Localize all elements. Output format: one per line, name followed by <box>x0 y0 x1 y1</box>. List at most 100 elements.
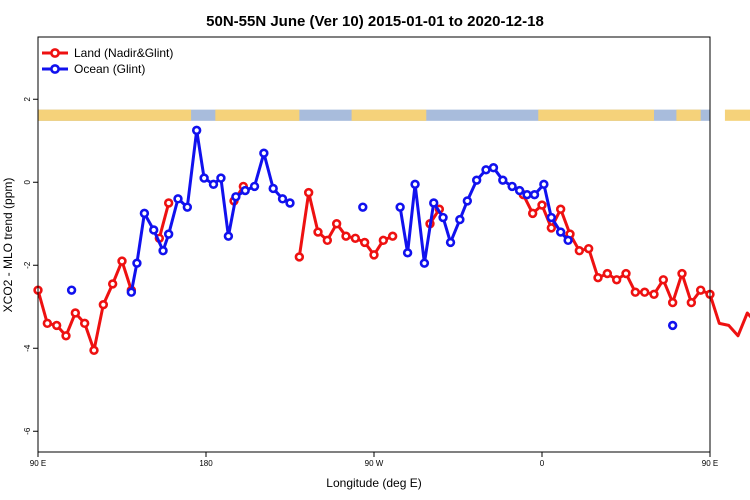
data-point <box>507 181 517 192</box>
data-point <box>126 287 137 297</box>
data-point <box>488 163 499 173</box>
series-land <box>33 181 750 356</box>
data-point <box>173 194 183 204</box>
x-tick-label: 180 <box>199 459 213 468</box>
data-point <box>42 318 53 329</box>
data-point <box>231 192 241 202</box>
data-point <box>445 237 456 248</box>
land-ocean-band <box>38 109 750 121</box>
data-point <box>331 219 342 229</box>
data-point <box>387 231 398 241</box>
data-point <box>514 185 525 196</box>
legend: Land (Nadir&Glint) Ocean (Glint) <box>42 46 173 76</box>
data-point <box>429 198 439 208</box>
x-tick-label: 0 <box>540 459 545 468</box>
legend-label: Ocean (Glint) <box>74 62 145 76</box>
data-point <box>546 223 557 233</box>
data-point <box>686 297 697 308</box>
data-point <box>546 212 557 223</box>
data-point <box>667 320 678 331</box>
data-point <box>158 246 168 256</box>
data-point <box>51 320 62 331</box>
data-point <box>313 227 323 237</box>
series-line <box>36 259 133 352</box>
data-point <box>438 212 448 223</box>
data-point <box>574 246 585 256</box>
data-point <box>163 198 174 208</box>
x-axis-label: Longitude (deg E) <box>326 476 421 490</box>
data-point <box>611 275 622 285</box>
legend-marker <box>50 64 60 74</box>
data-point <box>132 258 142 268</box>
data-point <box>369 250 379 260</box>
x-tick-label: 90 E <box>702 459 718 468</box>
data-point <box>695 285 706 295</box>
data-point <box>378 235 389 246</box>
data-point <box>358 202 368 212</box>
data-point <box>555 227 566 237</box>
y-tick-label: 0 <box>23 179 32 184</box>
land-band-segment <box>538 109 654 121</box>
series-line <box>157 202 171 239</box>
data-point <box>462 196 473 206</box>
x-tick-label: 90 E <box>30 459 46 468</box>
data-point <box>593 273 603 283</box>
data-point <box>322 235 333 246</box>
data-point <box>163 229 174 239</box>
data-point <box>216 173 226 183</box>
data-point <box>191 125 202 136</box>
data-point <box>667 297 678 308</box>
data-point <box>199 173 209 183</box>
data-point <box>61 331 71 341</box>
data-point <box>522 190 532 200</box>
legend-item: Ocean (Glint) <box>42 62 145 76</box>
data-point <box>639 287 650 297</box>
data-point <box>555 204 566 214</box>
data-point <box>259 148 269 158</box>
data-point <box>649 289 659 299</box>
y-tick-label: 2 <box>23 96 32 101</box>
data-point <box>471 175 482 185</box>
data-point <box>677 268 687 279</box>
data-point <box>268 183 278 194</box>
data-point <box>341 231 351 241</box>
data-point <box>402 248 413 258</box>
land-band-segment <box>724 109 750 121</box>
data-point <box>89 345 99 356</box>
data-point <box>359 237 370 248</box>
data-point <box>498 175 508 185</box>
chart-title: 50N-55N June (Ver 10) 2015-01-01 to 2020… <box>206 13 544 30</box>
land-band-segment <box>38 109 192 121</box>
data-point <box>79 318 90 329</box>
data-point <box>621 268 631 279</box>
data-point <box>149 225 159 235</box>
data-point <box>117 256 127 266</box>
y-tick-label: -2 <box>23 261 32 269</box>
data-point <box>249 181 260 192</box>
data-point <box>455 214 465 225</box>
y-axis-label: XCO2 - MLO trend (ppm) <box>1 178 15 313</box>
data-point <box>419 258 430 268</box>
data-point <box>303 187 314 198</box>
x-tick-label: 90 W <box>365 459 384 468</box>
data-point <box>277 194 288 204</box>
data-point <box>563 235 573 246</box>
legend-label: Land (Nadir&Glint) <box>74 46 173 60</box>
data-point <box>630 287 641 297</box>
data-point <box>182 202 193 212</box>
legend-marker <box>50 48 60 58</box>
land-band-segment <box>215 109 300 121</box>
data-point <box>410 179 420 190</box>
data-point <box>583 243 594 254</box>
data-point <box>98 299 109 310</box>
land-band-segment <box>676 109 701 121</box>
data-point <box>602 268 613 279</box>
legend-item: Land (Nadir&Glint) <box>42 46 173 60</box>
data-point <box>107 279 118 289</box>
y-tick-label: -6 <box>23 427 32 435</box>
y-tick-label: -4 <box>23 344 32 352</box>
data-point <box>395 202 405 212</box>
data-point <box>527 208 538 219</box>
data-point <box>223 231 234 241</box>
